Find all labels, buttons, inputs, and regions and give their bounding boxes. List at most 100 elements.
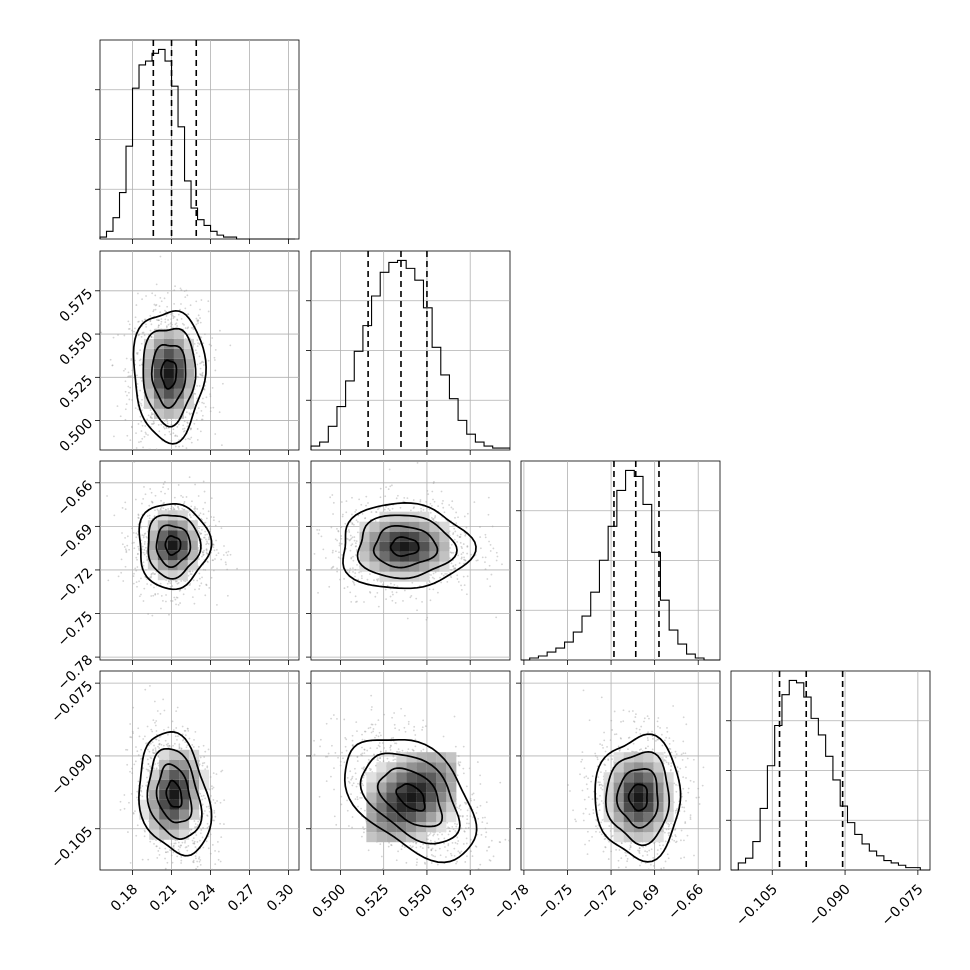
scatter-point [136, 352, 139, 354]
scatter-point [181, 322, 184, 325]
scatter-point [143, 835, 146, 838]
scatter-point [184, 327, 187, 329]
scatter-point [178, 746, 181, 749]
scatter-point [354, 767, 356, 770]
scatter-point [207, 538, 210, 541]
scatter-point [209, 528, 212, 530]
density-cell [149, 769, 160, 780]
scatter-point [140, 593, 142, 596]
scatter-point [479, 526, 481, 528]
scatter-point [206, 542, 209, 545]
scatter-point [421, 600, 423, 603]
scatter-point [145, 295, 147, 297]
scatter-point [416, 609, 418, 612]
scatter-point [141, 785, 144, 787]
scatter-point [189, 875, 191, 877]
scatter-point [458, 536, 461, 538]
scatter-point [199, 362, 201, 365]
scatter-point [374, 723, 377, 726]
scatter-point [163, 501, 166, 504]
scatter-point [204, 405, 207, 408]
scatter-point [155, 750, 157, 753]
scatter-point [156, 449, 158, 450]
density-cell [173, 398, 184, 409]
scatter-point [185, 746, 188, 749]
scatter-point [169, 452, 171, 454]
scatter-point [460, 588, 463, 591]
density-cell [179, 779, 190, 790]
scatter-point [358, 498, 361, 501]
scatter-point [460, 584, 462, 587]
scatter-point [199, 859, 202, 861]
scatter-point [457, 762, 460, 765]
scatter-point [140, 402, 142, 405]
scatter-point [203, 810, 206, 812]
density-cell [379, 521, 390, 532]
scatter-point [212, 569, 215, 572]
scatter-point [216, 841, 219, 843]
scatter-point [165, 851, 167, 854]
scatter-point [162, 698, 165, 701]
scatter-point [167, 323, 170, 326]
scatter-point [336, 717, 338, 720]
scatter-point [207, 825, 210, 828]
density-cell [173, 338, 184, 349]
scatter-point [132, 812, 135, 815]
scatter-point [171, 459, 173, 461]
scatter-point [177, 505, 179, 508]
scatter-point [154, 573, 157, 575]
scatter-point [320, 535, 323, 538]
scatter-point [172, 845, 175, 848]
scatter-point [349, 538, 352, 541]
density-cell [147, 550, 158, 561]
scatter-point [202, 553, 205, 556]
scatter-point [162, 507, 165, 510]
scatter-point [484, 536, 487, 539]
scatter-point [180, 862, 183, 864]
scatter-point [322, 548, 325, 551]
scatter-point [119, 808, 122, 811]
scatter-point [107, 579, 110, 582]
scatter-point [356, 563, 358, 566]
scatter-point [149, 319, 152, 322]
density-cell [149, 779, 160, 790]
scatter-point [176, 435, 179, 438]
scatter-panel-0-3 [95, 670, 300, 877]
scatter-point [370, 511, 373, 513]
scatter-point [351, 777, 353, 780]
scatter-point [201, 555, 203, 558]
scatter-point [207, 542, 210, 545]
scatter-point [192, 837, 195, 840]
scatter-point [170, 854, 173, 857]
density-cell [389, 531, 400, 542]
scatter-point [187, 875, 189, 877]
scatter-point [190, 828, 192, 831]
scatter-point [183, 420, 186, 423]
scatter-point [131, 527, 133, 530]
scatter-point [121, 543, 124, 546]
scatter-point [466, 575, 469, 578]
contour-line [146, 747, 203, 840]
scatter-point [140, 409, 143, 412]
scatter-point [459, 533, 462, 536]
scatter-point [508, 839, 510, 842]
scatter-point [396, 494, 399, 497]
scatter-point [348, 569, 351, 572]
scatter-point [324, 557, 327, 559]
scatter-point [127, 391, 130, 394]
scatter-point [137, 514, 140, 517]
scatter-point [203, 536, 206, 539]
scatter-point [156, 710, 159, 712]
scatter-point [341, 513, 344, 516]
scatter-point [173, 508, 176, 511]
scatter-point [150, 336, 153, 339]
scatter-point [465, 593, 468, 596]
scatter-point [192, 746, 195, 748]
scatter-point [385, 486, 387, 489]
scatter-point [155, 517, 158, 520]
scatter-point [144, 546, 147, 549]
scatter-point [122, 580, 125, 582]
density-cell [163, 398, 174, 409]
scatter-point [389, 595, 392, 598]
scatter-point [412, 507, 415, 510]
